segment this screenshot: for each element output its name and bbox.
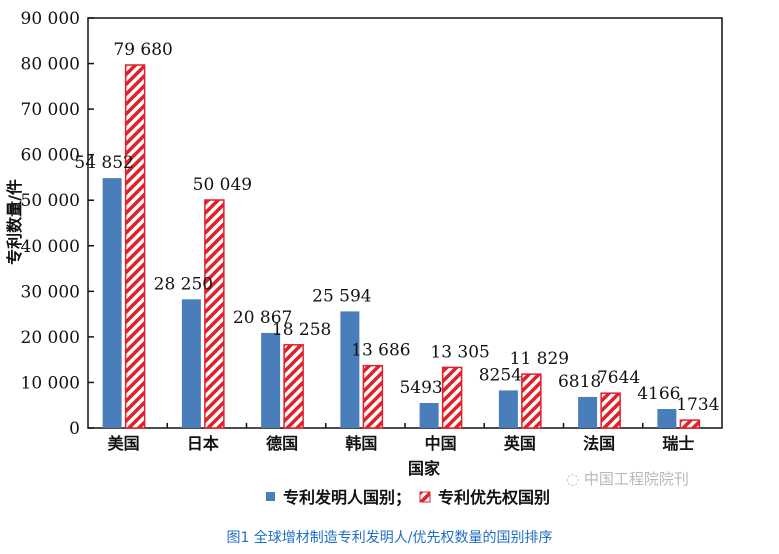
bar-priority: [124, 64, 146, 429]
legend-swatch-inventor: [266, 492, 275, 501]
bar-inventor: [498, 390, 518, 428]
data-label: 13 305: [430, 342, 489, 362]
data-label: 6818: [558, 372, 601, 392]
y-tick-label: 0: [69, 419, 80, 439]
data-label: 20 867: [233, 308, 292, 328]
legend-label-inventor: 专利发明人国别；: [283, 488, 411, 507]
data-label: 4166: [637, 384, 680, 404]
data-label: 13 686: [351, 341, 410, 361]
y-tick-label: 80 000: [21, 55, 80, 75]
bar-inventor: [657, 409, 677, 428]
watermark: ◌ 中国工程院院刊: [566, 468, 689, 489]
bar-priority: [600, 392, 621, 429]
data-label: 18 258: [272, 320, 331, 340]
bar-priority: [441, 366, 463, 429]
bar-chart: 0 10 000 20 000 30 000 40 000 50 000 60 000 70 …: [5, 9, 723, 507]
data-label: 8254: [479, 365, 522, 385]
x-tick-label: 日本: [187, 434, 219, 453]
x-axis-label: 国家: [408, 459, 441, 478]
legend-label-priority: 专利优先权国别: [438, 488, 550, 507]
figure-caption: 图1 全球增材制造专利发明人/优先权数量的国别排序: [226, 530, 553, 546]
x-tick-label: 中国: [425, 434, 457, 453]
bar-inventor: [102, 178, 122, 428]
bar-inventor: [340, 311, 360, 428]
y-axis-label: 专利数量/件: [5, 179, 24, 265]
bar-priority: [362, 364, 384, 429]
bar-priority: [204, 199, 225, 429]
y-tick-label: 20 000: [21, 328, 80, 348]
x-tick-label: 英国: [503, 434, 536, 453]
x-tick-label: 韩国: [345, 434, 377, 453]
y-tick-label: 10 000: [21, 373, 80, 393]
data-label: 50 049: [193, 175, 252, 195]
bar-inventor: [261, 332, 281, 428]
y-tick-label: 30 000: [21, 282, 80, 302]
bar-inventor: [419, 402, 439, 428]
y-tick-label: 40 000: [21, 237, 80, 257]
legend: 专利发明人国别； 专利优先权国别: [266, 488, 550, 507]
y-tick-label: 70 000: [21, 100, 80, 120]
data-label: 11 829: [510, 349, 569, 369]
data-label: 28 250: [154, 274, 213, 294]
legend-swatch-priority: [419, 491, 431, 503]
data-label: 54 852: [74, 153, 133, 173]
bar-inventor: [181, 299, 201, 428]
data-label: 25 594: [312, 286, 371, 306]
x-tick-label: 法国: [583, 434, 615, 453]
data-label: 7644: [597, 368, 640, 388]
bar-inventor: [578, 396, 598, 428]
x-tick-label: 瑞士: [662, 434, 694, 453]
watermark-text: 中国工程院院刊: [583, 470, 689, 488]
wechat-icon: ◌: [566, 470, 584, 488]
x-tick-label: 美国: [108, 434, 140, 453]
data-label: 1734: [676, 395, 719, 415]
x-tick-label: 德国: [266, 434, 298, 453]
bar-priority: [283, 344, 304, 429]
y-tick-label: 50 000: [21, 191, 80, 211]
y-tick-label: 90 000: [21, 9, 80, 29]
bar-priority: [521, 373, 542, 429]
y-tick-label: 60 000: [21, 146, 80, 166]
data-label: 5493: [399, 378, 442, 398]
data-label: 79 680: [113, 40, 172, 60]
bar-priority: [679, 419, 701, 429]
